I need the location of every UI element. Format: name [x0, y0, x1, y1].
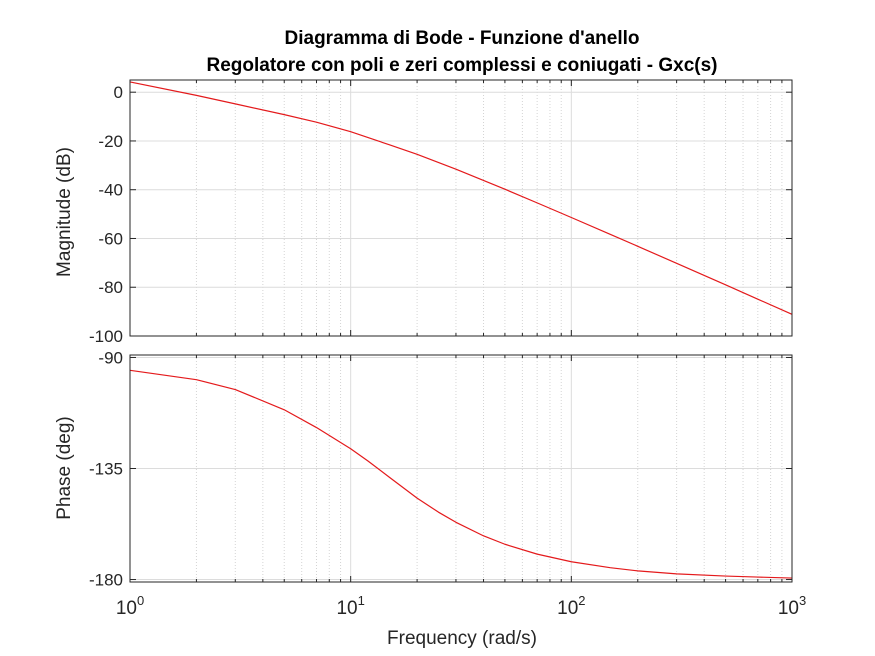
chart-title-line2: Regolatore con poli e zeri complessi e c… — [206, 55, 717, 76]
magnitude-y-tick-label: -100 — [89, 327, 123, 346]
frequency-tick-labels: 100 101 102 103 — [116, 593, 806, 619]
magnitude-axes-box — [129, 79, 793, 337]
magnitude-axis-label: Magnitude (dB) — [54, 147, 75, 277]
frequency-tick-label: 102 — [557, 593, 585, 619]
frequency-axis-label: Frequency (rad/s) — [387, 628, 537, 649]
frequency-tick-label: 101 — [336, 593, 364, 619]
phase-axes-box — [129, 354, 793, 583]
magnitude-y-tick-label: 0 — [114, 83, 123, 102]
phase-y-tick-label: -180 — [89, 571, 123, 590]
phase-y-tick-label: -135 — [89, 460, 123, 479]
chart-title-line1: Diagramma di Bode - Funzione d'anello — [285, 28, 640, 49]
phase-series-line — [129, 369, 793, 579]
frequency-tick-label: 100 — [116, 593, 144, 619]
phase-axis-label: Phase (deg) — [54, 416, 75, 520]
phase-axes: -90 -135 -180 — [89, 348, 793, 590]
magnitude-y-tick-label: -80 — [98, 278, 123, 297]
frequency-tick-label: 103 — [778, 593, 806, 619]
magnitude-y-tick-label: -20 — [98, 132, 123, 151]
magnitude-plot-area — [130, 80, 792, 336]
phase-y-tick-label: -90 — [98, 348, 123, 367]
magnitude-y-tick-label: -40 — [98, 181, 123, 200]
magnitude-axes: 0 -20 -40 -60 -80 -100 — [89, 79, 793, 346]
magnitude-y-tick-label: -60 — [98, 229, 123, 248]
magnitude-series-line — [129, 81, 793, 315]
